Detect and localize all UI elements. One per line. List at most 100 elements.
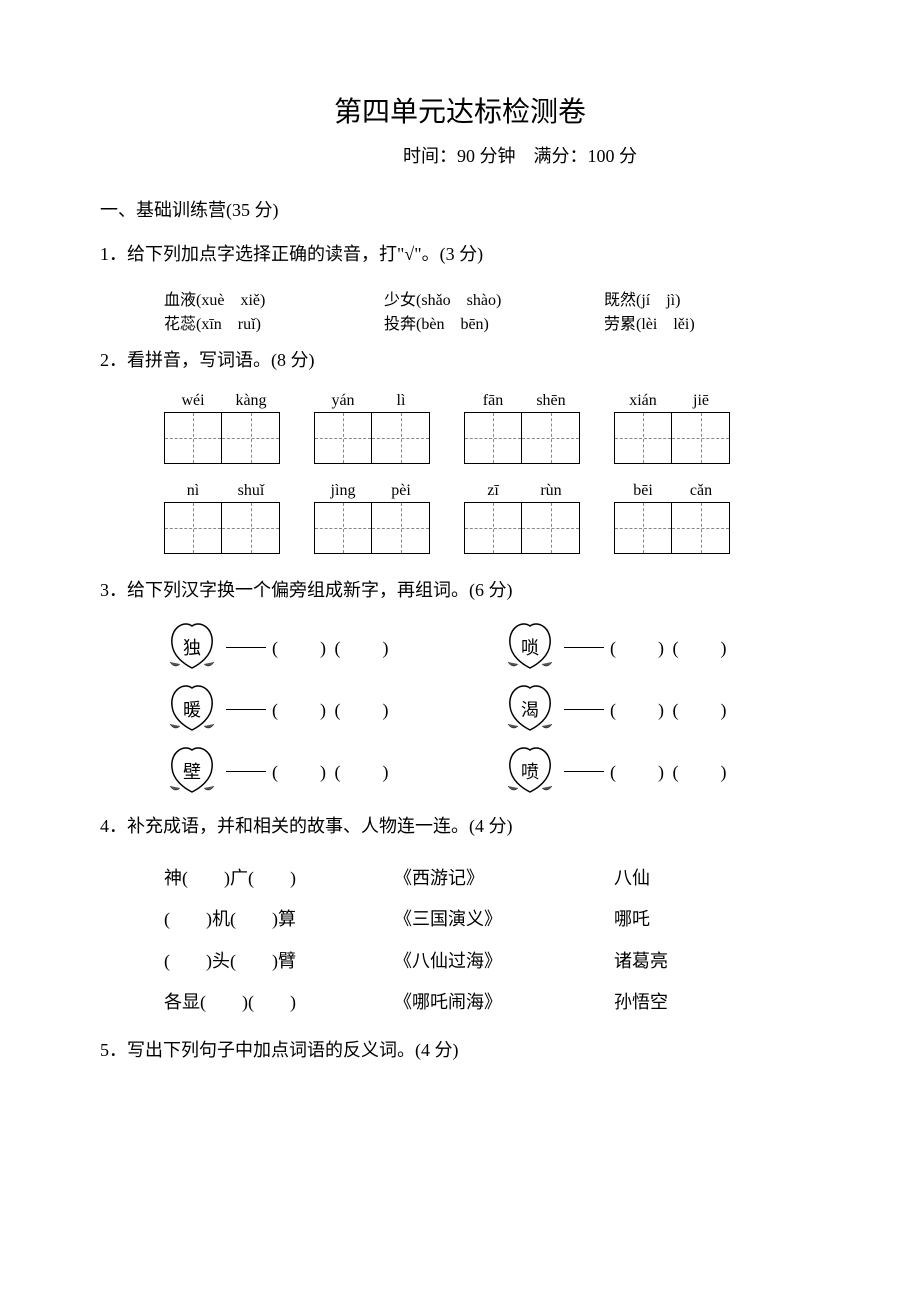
pinyin-label: yán: [314, 392, 372, 410]
q1-prompt: 1．给下列加点字选择正确的读音，打"√"。(3 分): [100, 236, 820, 272]
q4-person: 诸葛亮: [614, 941, 734, 982]
char-boxes: [464, 502, 580, 554]
q4-person: 八仙: [614, 858, 734, 899]
peach-char: 唢: [521, 634, 539, 660]
blank-parens[interactable]: ( ) ( ): [272, 634, 390, 660]
pinyin-labels: fānshēn: [464, 392, 580, 410]
q1-word: 血液: [164, 292, 196, 309]
q4-row: 各显( )( )《哪吒闹海》孙悟空: [164, 982, 820, 1023]
q4-source: 《哪吒闹海》: [394, 982, 614, 1023]
dash-line: [564, 771, 604, 772]
page-subtitle: 时间：90 分钟 满分：100 分: [100, 142, 820, 168]
char-box[interactable]: [222, 412, 280, 464]
char-box[interactable]: [164, 502, 222, 554]
q1-pinyin: (bèn bēn): [416, 316, 489, 333]
pinyin-labels: bēicǎn: [614, 482, 730, 500]
q3-pair: 暖( ) ( ): [164, 684, 482, 734]
pinyin-label: rùn: [522, 482, 580, 500]
pinyin-label: kàng: [222, 392, 280, 410]
pinyin-label: nì: [164, 482, 222, 500]
pinyin-label: fān: [464, 392, 522, 410]
pinyin-label: zī: [464, 482, 522, 500]
peach-icon: 壁: [164, 746, 220, 796]
pinyin-labels: wéikàng: [164, 392, 280, 410]
q4-idiom[interactable]: 神( )广( ): [164, 858, 394, 899]
q1-item: 花蕊(xīn ruǐ): [164, 310, 384, 334]
pinyin-group: zīrùn: [464, 482, 580, 554]
pinyin-label: wéi: [164, 392, 222, 410]
pinyin-label: bēi: [614, 482, 672, 500]
pinyin-label: shuǐ: [222, 482, 280, 500]
pinyin-label: xián: [614, 392, 672, 410]
peach-icon: 唢: [502, 622, 558, 672]
q2-row: wéikàng yánlì fānshēn xiánjiē: [164, 392, 820, 464]
q4-rows: 神( )广( )《西游记》八仙( )机( )算《三国演义》哪吒( )头( )臂《…: [100, 858, 820, 1024]
blank-parens[interactable]: ( ) ( ): [610, 758, 728, 784]
char-box[interactable]: [372, 412, 430, 464]
blank-parens[interactable]: ( ) ( ): [610, 634, 728, 660]
char-box[interactable]: [522, 412, 580, 464]
char-box[interactable]: [522, 502, 580, 554]
q1-item: 劳累(lèi lěi): [604, 310, 824, 334]
section-1-heading: 一、基础训练营(35 分): [100, 196, 820, 222]
q1-word: 既然: [604, 292, 636, 309]
q4-row: ( )头( )臂《八仙过海》诸葛亮: [164, 941, 820, 982]
char-box[interactable]: [672, 412, 730, 464]
q1-item: 既然(jí jì): [604, 286, 824, 310]
pinyin-labels: jìngpèi: [314, 482, 430, 500]
q3-pair: 唢 ( ) ( ): [502, 622, 820, 672]
dash-line: [564, 647, 604, 648]
peach-char: 壁: [183, 758, 201, 784]
char-box[interactable]: [314, 502, 372, 554]
q4-idiom[interactable]: ( )机( )算: [164, 899, 394, 940]
peach-char: 渴: [521, 696, 539, 722]
pinyin-group: fānshēn: [464, 392, 580, 464]
char-box[interactable]: [614, 502, 672, 554]
pinyin-group: wéikàng: [164, 392, 280, 464]
q4-person: 哪吒: [614, 899, 734, 940]
q4-prompt: 4．补充成语，并和相关的故事、人物连一连。(4 分): [100, 808, 820, 844]
char-boxes: [314, 412, 430, 464]
q1-pinyin: (jí jì): [636, 292, 680, 309]
char-box[interactable]: [614, 412, 672, 464]
char-box[interactable]: [314, 412, 372, 464]
pinyin-labels: nìshuǐ: [164, 482, 280, 500]
q1-word: 投奔: [384, 316, 416, 333]
q1-item: 投奔(bèn bēn): [384, 310, 604, 334]
q4-idiom[interactable]: 各显( )( ): [164, 982, 394, 1023]
q3-prompt: 3．给下列汉字换一个偏旁组成新字，再组词。(6 分): [100, 572, 820, 608]
char-box[interactable]: [672, 502, 730, 554]
q3-row: 暖( ) ( ) 渴 ( ) ( ): [164, 684, 820, 734]
char-box[interactable]: [464, 412, 522, 464]
pinyin-label: jìng: [314, 482, 372, 500]
q2-boxes: wéikàng yánlì fānshēn xiánjiē nìshuǐ jìngpèi z…: [100, 392, 820, 554]
peach-char: 喷: [521, 758, 539, 784]
pinyin-group: nìshuǐ: [164, 482, 280, 554]
char-boxes: [164, 502, 280, 554]
char-box[interactable]: [464, 502, 522, 554]
pinyin-labels: xiánjiē: [614, 392, 730, 410]
char-boxes: [614, 412, 730, 464]
char-box[interactable]: [164, 412, 222, 464]
char-box[interactable]: [222, 502, 280, 554]
q1-pinyin: (xīn ruǐ): [196, 316, 261, 333]
blank-parens[interactable]: ( ) ( ): [272, 758, 390, 784]
pinyin-label: pèi: [372, 482, 430, 500]
q1-word: 花蕊: [164, 316, 196, 333]
q3-rows: 独( ) ( )唢( ) ( )暖( ) ( )渴( ) ( )壁( ) ( )…: [100, 622, 820, 796]
q4-person: 孙悟空: [614, 982, 734, 1023]
q1-pinyin: (lèi lěi): [636, 316, 695, 333]
blank-parens[interactable]: ( ) ( ): [272, 696, 390, 722]
dash-line: [226, 647, 266, 648]
q3-pair: 渴 ( ) ( ): [502, 684, 820, 734]
char-box[interactable]: [372, 502, 430, 554]
q1-pinyin: (shǎo shào): [416, 292, 501, 309]
peach-icon: 独: [164, 622, 220, 672]
blank-parens[interactable]: ( ) ( ): [610, 696, 728, 722]
q3-row: 独 ( ) ( ) 唢 ( ) ( ): [164, 622, 820, 672]
q4-idiom[interactable]: ( )头( )臂: [164, 941, 394, 982]
pinyin-group: yánlì: [314, 392, 430, 464]
q1-word: 少女: [384, 292, 416, 309]
char-boxes: [614, 502, 730, 554]
q1-word: 劳累: [604, 316, 636, 333]
